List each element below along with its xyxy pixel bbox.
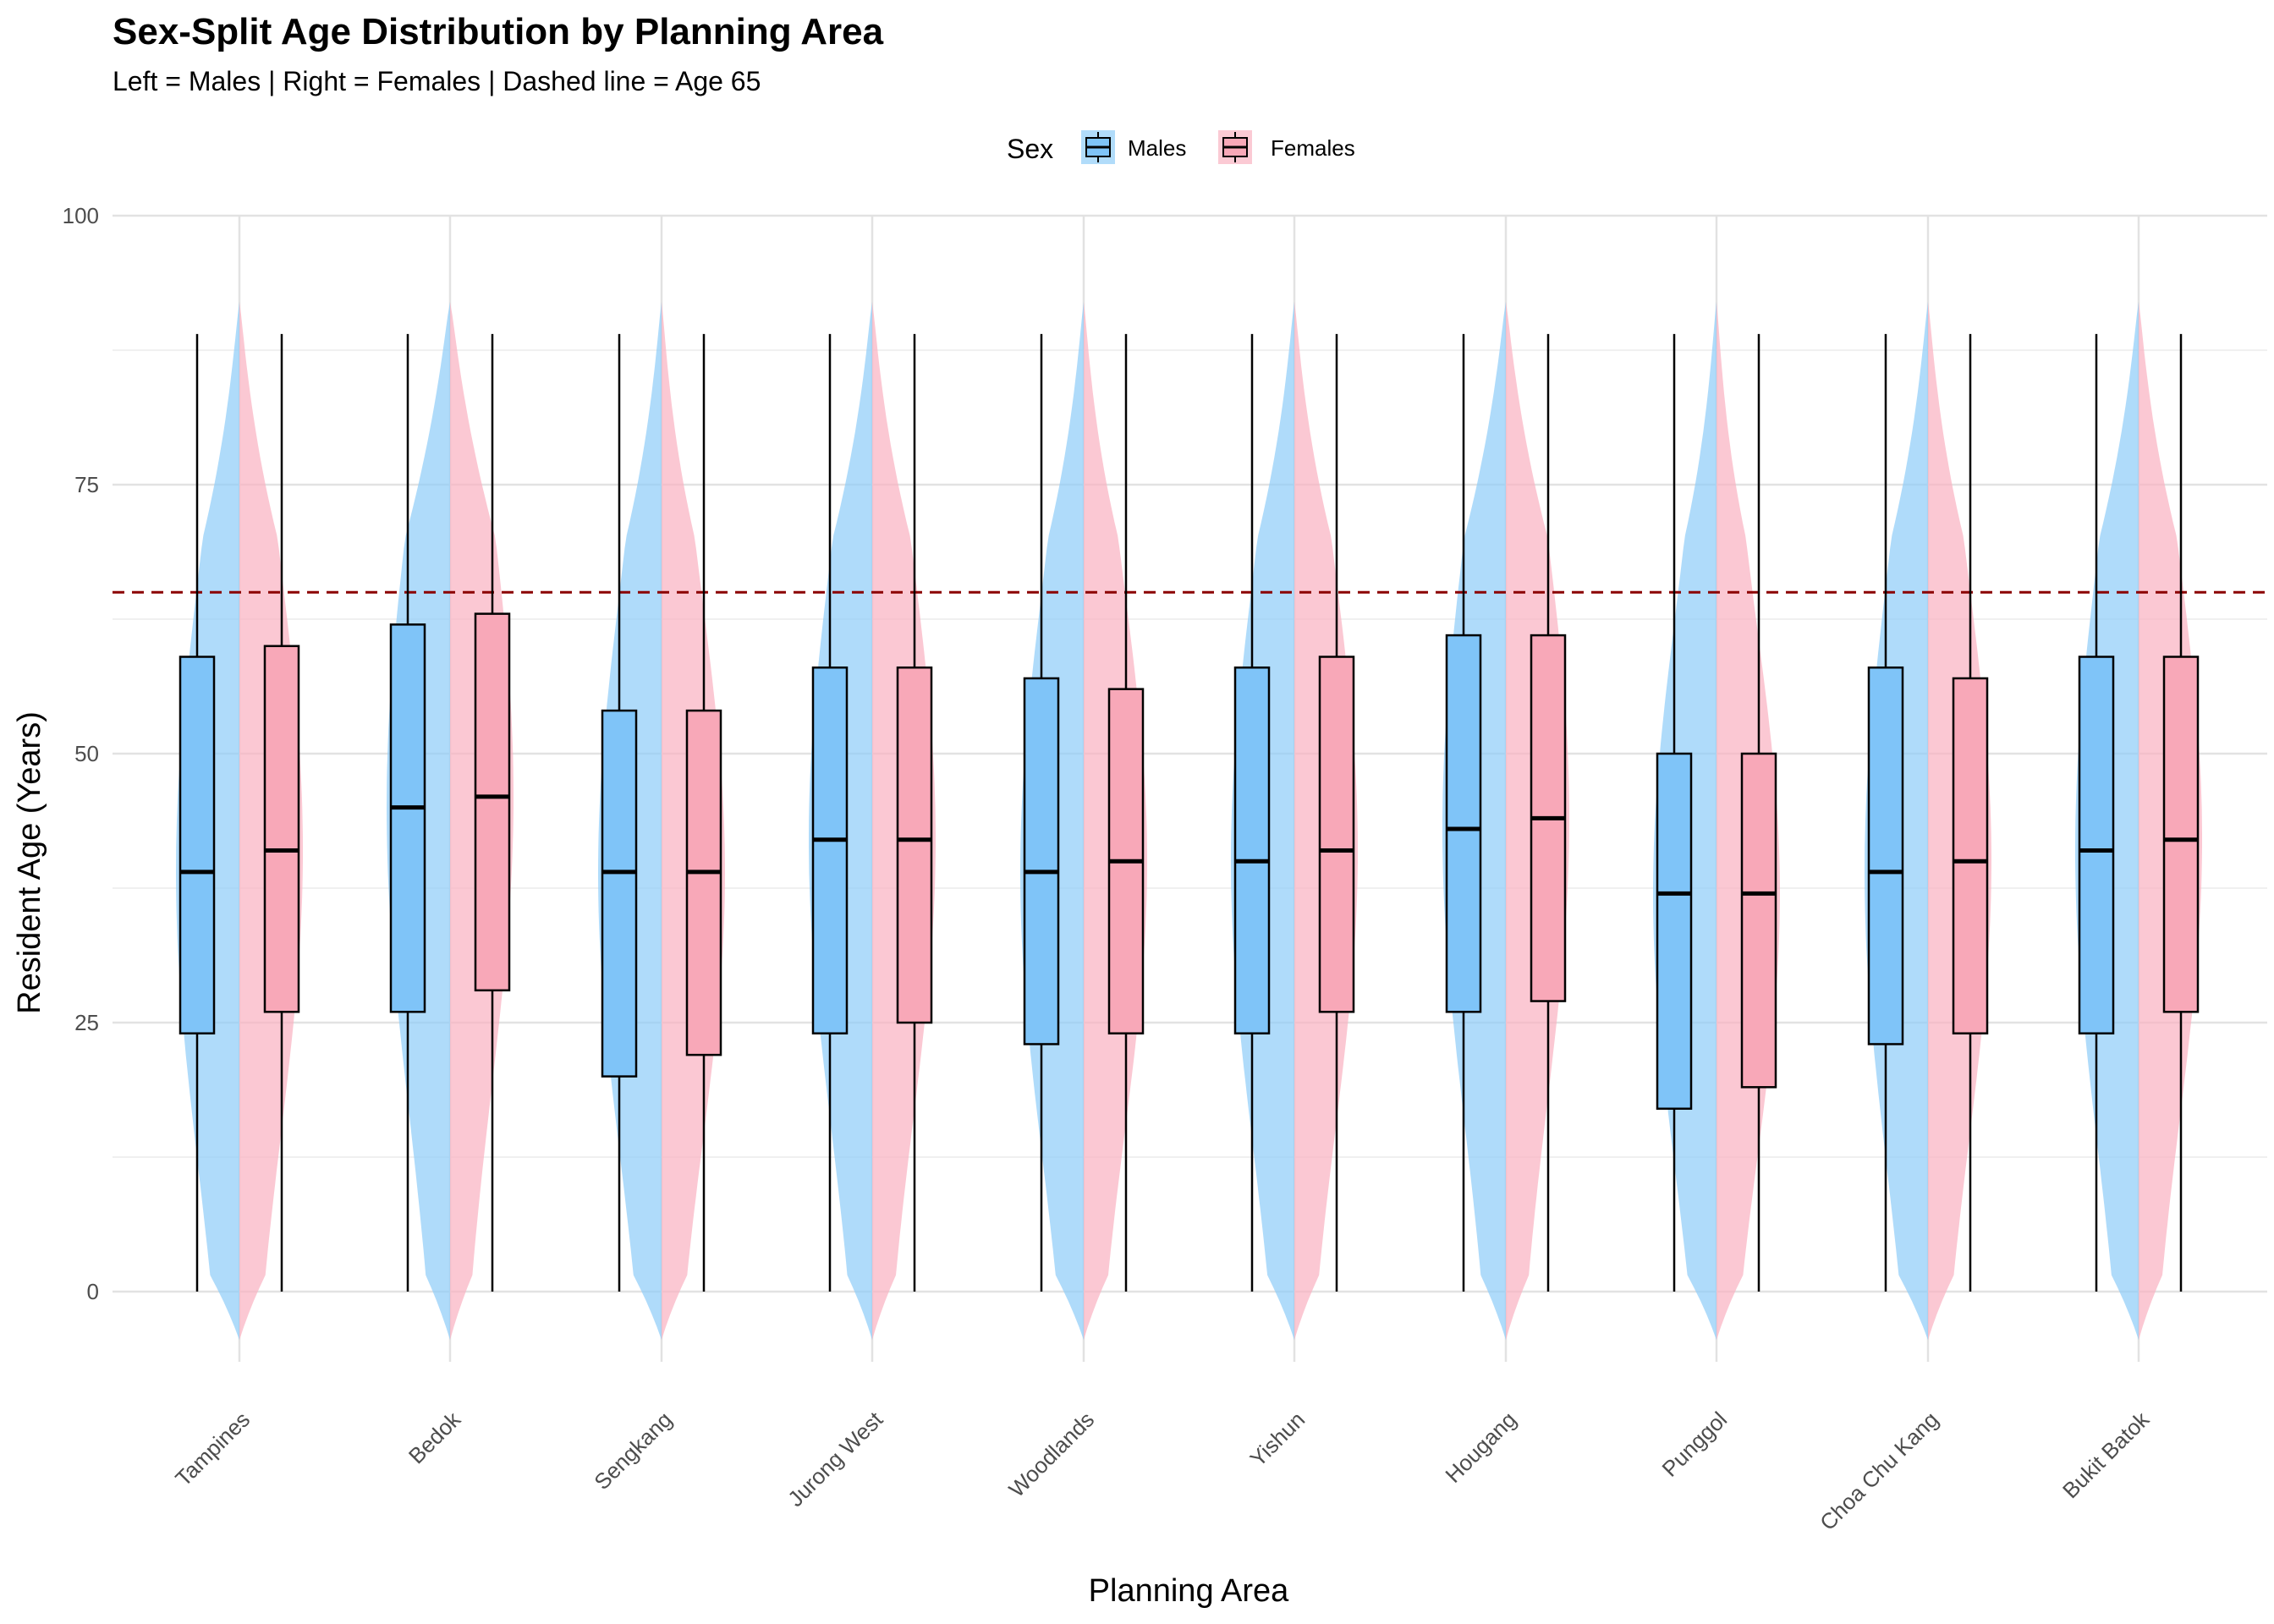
box-males-hougang — [1445, 634, 1482, 1013]
box-females-bedok — [474, 612, 511, 992]
box-females-sengkang — [685, 709, 722, 1056]
box-males-choa-chu-kang — [1867, 666, 1904, 1045]
y-tick-label: 0 — [87, 1279, 99, 1304]
x-axis-ticks: Tampines Bedok Sengkang Jurong West Woodland… — [170, 1406, 2155, 1535]
y-tick-label: 75 — [74, 472, 99, 497]
box-males-sengkang — [601, 709, 638, 1078]
box-males-yishun — [1233, 666, 1271, 1034]
y-axis-title: Resident Age (Years) — [12, 711, 47, 1014]
box-females-jurong-west — [896, 666, 933, 1024]
y-tick-label: 25 — [74, 1010, 99, 1035]
box-females-tampines — [263, 645, 300, 1013]
x-tick-label: Bukit Batok — [2057, 1406, 2155, 1503]
x-tick-label: Woodlands — [1003, 1407, 1099, 1502]
box-males-tampines — [179, 656, 216, 1034]
legend-label-males: Males — [1128, 135, 1186, 161]
x-tick-label: Bedok — [404, 1406, 466, 1468]
box-females-punggol — [1740, 752, 1777, 1089]
legend-item-males: Males — [1081, 130, 1186, 164]
y-axis-ticks: 0 25 50 75 100 — [63, 203, 99, 1304]
legend-item-females: Females — [1218, 130, 1355, 164]
x-tick-label: Punggol — [1657, 1407, 1733, 1482]
box-females-yishun — [1318, 656, 1355, 1013]
legend-label-females: Females — [1271, 135, 1355, 161]
legend-title: Sex — [1007, 134, 1053, 164]
box-males-bukit-batok — [2078, 656, 2115, 1034]
x-tick-label: Sengkang — [589, 1407, 677, 1495]
box-males-woodlands — [1023, 677, 1060, 1045]
box-males-punggol — [1656, 752, 1693, 1111]
x-tick-label: Yishun — [1244, 1407, 1310, 1472]
box-females-choa-chu-kang — [1952, 677, 1989, 1034]
y-tick-label: 50 — [74, 741, 99, 766]
box-males-bedok — [389, 623, 426, 1013]
box-males-jurong-west — [811, 666, 849, 1034]
box-females-bukit-batok — [2162, 656, 2200, 1013]
legend: Sex Males Females — [1007, 130, 1355, 164]
chart-title: Sex-Split Age Distribution by Planning A… — [113, 11, 884, 52]
x-tick-label: Jurong West — [783, 1406, 888, 1512]
chart-subtitle: Left = Males | Right = Females | Dashed … — [113, 66, 761, 96]
y-tick-label: 100 — [63, 203, 99, 228]
x-axis-title: Planning Area — [1089, 1573, 1289, 1609]
x-tick-label: Tampines — [170, 1407, 255, 1491]
boxplots — [179, 333, 2200, 1292]
x-tick-label: Choa Chu Kang — [1815, 1407, 1943, 1535]
x-tick-label: Hougang — [1440, 1407, 1521, 1488]
